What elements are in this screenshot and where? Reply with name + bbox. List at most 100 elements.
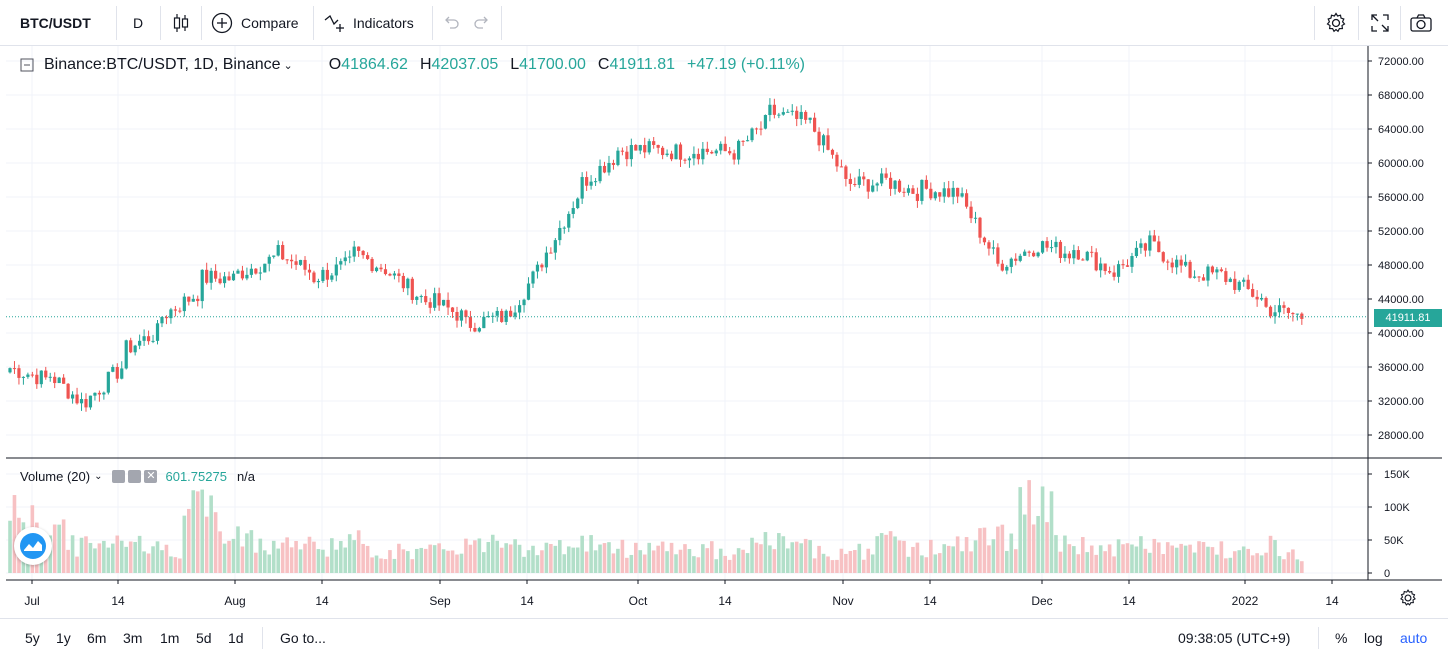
volume-bar [1215, 554, 1219, 573]
candle-body [57, 377, 61, 384]
goto-button[interactable]: Go to... [280, 619, 326, 656]
candle-body [222, 276, 227, 284]
volume-bar [124, 546, 129, 573]
volume-bar [929, 539, 933, 573]
log-toggle[interactable]: log [1364, 619, 1383, 656]
candle-body [1112, 272, 1116, 277]
interval-button[interactable]: D [133, 0, 143, 45]
chevron-down-icon[interactable]: ⌄ [283, 59, 293, 72]
candle-body [164, 317, 169, 319]
candle-body [768, 104, 772, 116]
range-5d-button[interactable]: 5d [196, 619, 212, 656]
range-1m-button[interactable]: 1m [160, 619, 179, 656]
legend-title[interactable]: Binance:BTC/USDT, 1D, Binance [44, 56, 281, 73]
volume-bar [1027, 480, 1031, 573]
timezone-clock[interactable]: 09:38:05 (UTC+9) [1178, 619, 1290, 656]
snapshot-button[interactable] [1409, 0, 1433, 45]
volume-bar [772, 549, 777, 573]
bottom-toolbar: 5y 1y 6m 3m 1m 5d 1d Go to... 09:38:05 (… [0, 618, 1448, 656]
candle-body [106, 371, 110, 393]
tradingview-logo[interactable] [14, 527, 52, 565]
chevron-down-icon[interactable]: ⌄ [94, 470, 103, 482]
candle-body [996, 247, 1000, 264]
volume-bar [790, 542, 795, 573]
volume-bar [1031, 524, 1036, 573]
interval-label: D [133, 14, 144, 31]
clock-label: 09:38:05 (UTC+9) [1178, 629, 1291, 646]
volume-bar [1022, 514, 1027, 573]
volume-bar [61, 519, 66, 573]
range-1d-button[interactable]: 1d [228, 619, 244, 656]
candle-body [339, 261, 343, 265]
range-6m-button[interactable]: 6m [87, 619, 106, 656]
symbol-search-button[interactable]: BTC/USDT [20, 0, 91, 45]
range-label: 5y [25, 629, 40, 646]
volume-bar [1081, 537, 1085, 573]
candle-body [929, 188, 933, 199]
candle-body [424, 296, 428, 303]
candle-body [388, 274, 392, 276]
volume-bar [996, 526, 1000, 573]
candle-body [473, 327, 477, 332]
candle-body [513, 312, 517, 317]
settings-small-icon[interactable] [128, 469, 142, 483]
visibility-icon[interactable] [112, 469, 126, 483]
candle-body [1286, 307, 1291, 313]
volume-label[interactable]: Volume (20) [20, 468, 91, 484]
candle-body [17, 368, 21, 378]
compare-button[interactable]: Compare [211, 0, 299, 45]
remove-icon[interactable]: ✕ [144, 469, 158, 483]
volume-bar [1143, 548, 1148, 573]
range-3m-button[interactable]: 3m [123, 619, 142, 656]
percent-toggle[interactable]: % [1335, 619, 1347, 656]
redo-button[interactable] [473, 0, 491, 45]
volume-bar [660, 541, 665, 573]
price-tick-label: 48000.00 [1378, 260, 1424, 272]
time-axis-settings-button[interactable] [1398, 588, 1418, 613]
range-5y-button[interactable]: 5y [25, 619, 40, 656]
candle-body [88, 395, 93, 408]
candle-body [53, 376, 57, 384]
volume-bar [1192, 552, 1197, 573]
candle-body [964, 193, 969, 207]
chart-style-button[interactable] [170, 0, 192, 45]
chart-grid [6, 46, 1442, 581]
candle-body [35, 374, 39, 385]
candle-body [1121, 264, 1125, 266]
volume-bar [1094, 554, 1099, 573]
price-chart[interactable]: 72000.00 68000.00 64000.00 60000.00 56000.00… [0, 46, 1448, 618]
volume-bar [169, 556, 173, 573]
volume-bar [1063, 535, 1067, 573]
candle-body [804, 111, 808, 120]
volume-bar [1103, 551, 1107, 573]
candle-body [348, 256, 352, 258]
candle-body [1184, 261, 1188, 266]
candle-body [830, 149, 835, 155]
volume-bar [137, 535, 142, 573]
volume-bar [173, 557, 178, 573]
auto-toggle[interactable]: auto [1400, 619, 1427, 656]
volume-bar [589, 535, 593, 573]
range-1y-button[interactable]: 1y [56, 619, 71, 656]
volume-bar [1188, 544, 1192, 573]
settings-button[interactable] [1324, 0, 1348, 45]
undo-button[interactable] [442, 0, 460, 45]
fullscreen-button[interactable] [1369, 0, 1391, 45]
volume-bar [598, 544, 602, 573]
collapse-legend-icon[interactable] [20, 58, 34, 72]
volume-bar [777, 533, 781, 573]
volume-bar [714, 559, 719, 573]
time-tick-label: Oct [629, 594, 648, 608]
candle-body [1103, 263, 1107, 272]
volume-bar [245, 533, 249, 573]
volume-bar [379, 558, 383, 573]
candle-body [1201, 277, 1206, 281]
indicators-button[interactable]: Indicators [323, 0, 414, 45]
candle-body [509, 310, 513, 317]
candle-body [44, 370, 48, 378]
candle-body [607, 162, 611, 173]
candle-body [1206, 266, 1210, 281]
candle-body [120, 368, 124, 379]
candle-body [808, 117, 812, 120]
candle-body [334, 264, 338, 276]
